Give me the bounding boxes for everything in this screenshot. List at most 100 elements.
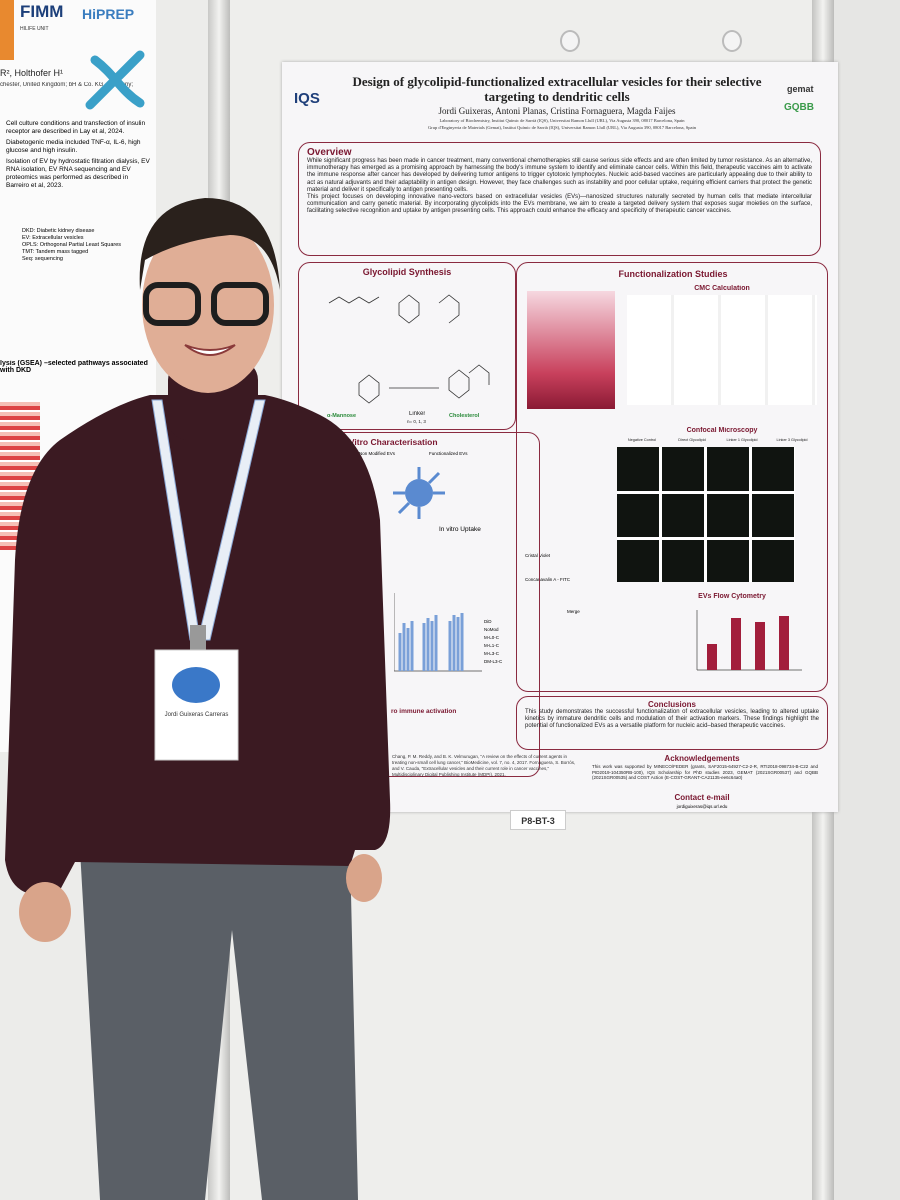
overview-box: Overview While significant progress has … xyxy=(298,142,821,256)
bar-shape xyxy=(731,618,741,670)
section-heading: Overview xyxy=(307,147,352,158)
column-label: Direct Glycolipid xyxy=(678,438,706,442)
pin xyxy=(722,30,742,52)
bar-shape xyxy=(707,644,717,670)
subheading: In vitro Uptake xyxy=(439,526,481,533)
logo: FIMM xyxy=(20,2,64,21)
paragraph: This work was supported by MINECO/FEDER … xyxy=(592,764,818,780)
section-heading: Functionalization Studies xyxy=(618,269,728,279)
logo: GQBB xyxy=(784,102,814,113)
bullets: Cell culture conditions and transfection… xyxy=(6,120,151,190)
bar-shape xyxy=(755,622,765,670)
clip xyxy=(190,625,206,653)
column-label: Linker 3 Glycolipid xyxy=(776,438,808,442)
legend-entry: NoMod xyxy=(484,627,499,632)
legend: DiD NoMod M-L0-C M-L1-C M-L3-C DM-L3-C xyxy=(484,618,502,666)
label: Merge xyxy=(567,609,580,614)
legend-entry: M-L0-C xyxy=(484,635,500,640)
subheading: EVs Flow Cytometry xyxy=(698,593,766,600)
poster: IQS gemat GQBB Design of glycolipid-func… xyxy=(282,62,838,812)
paragraph: This study demonstrates the successful f… xyxy=(525,709,819,730)
column-label: Linker 1 Glycolipid xyxy=(726,438,758,442)
affiliation: Laboratory of Biochemistry, Institut Quí… xyxy=(439,118,685,123)
logo: gemat xyxy=(787,84,814,94)
logo-sub: HILIFE UNIT xyxy=(20,26,49,32)
paragraph: This project focuses on developing innov… xyxy=(307,194,812,215)
hand xyxy=(346,854,382,902)
label: Cholesterol xyxy=(449,413,480,419)
flow-chart xyxy=(696,610,802,671)
subheading: Confocal Microscopy xyxy=(686,427,758,434)
badge xyxy=(154,649,239,761)
legend-entry: M-L1-C xyxy=(484,643,500,648)
trousers xyxy=(80,850,358,1200)
label: Cristal Violet xyxy=(525,553,551,558)
logo-block xyxy=(0,0,14,60)
bar-shapes xyxy=(398,613,464,671)
authors: Jordi Guixeras, Antoni Planas, Cristina … xyxy=(438,106,676,116)
cmc-plots xyxy=(627,295,817,405)
bullet: Diabetogenic media included TNF-α, IL-6,… xyxy=(6,139,141,154)
affiliation: Grup d'Enginyeria de Materials (Gemat), … xyxy=(428,125,696,130)
label: n= 0, 1, 3 xyxy=(407,419,426,424)
legend-entry: DiD xyxy=(484,619,492,624)
dendrites xyxy=(393,467,445,519)
dna-icon xyxy=(85,50,145,110)
glasses xyxy=(211,282,269,326)
label: Concanavalin A - FITC xyxy=(525,577,571,582)
grid-gap xyxy=(617,491,795,494)
face xyxy=(142,217,274,393)
paragraph: While significant progress has been made… xyxy=(307,158,812,193)
email: jordiguixeras@iqs.url.edu xyxy=(676,804,728,809)
pin xyxy=(560,30,580,52)
abbrev: Seq: sequencing xyxy=(22,256,63,262)
affiliation: chester, United Kingdom; bH & Co. KG, Ge… xyxy=(0,82,134,88)
bullet: Cell culture conditions and transfection… xyxy=(6,120,146,135)
abbrev: DKD: Diabetic kidney disease xyxy=(22,228,95,234)
section-heading: lysis (GSEA) –selected pathways associat… xyxy=(0,360,148,374)
structures xyxy=(328,294,490,404)
abbreviations: DKD: Diabetic kidney disease EV: Extrace… xyxy=(22,228,152,263)
characterisation-box: In Vitro Characterisation Non Modified E… xyxy=(298,432,540,777)
abbrev: OPLS: Orthogonal Partial Least Squares xyxy=(22,242,122,248)
section-heading: Conclusions xyxy=(647,700,696,709)
abbrev: TMT: Tandem mass tagged xyxy=(22,249,89,255)
authors: R², Holthofer H¹ xyxy=(0,68,64,78)
subheading: CMC Calculation xyxy=(694,285,750,292)
cmc-graphic xyxy=(527,291,615,409)
poster-title: Design of glycolipid-functionalized extr… xyxy=(352,74,762,104)
legend-entry: DM-L3-C xyxy=(484,659,503,664)
label: Non Modified EVs xyxy=(359,451,396,456)
uptake-chart xyxy=(394,593,482,672)
section-heading: In Vitro Characterisation xyxy=(339,437,438,447)
hand xyxy=(19,882,71,942)
badge-name: Jordi Guixeras Carreras xyxy=(164,712,229,718)
label: Linker xyxy=(409,411,426,417)
legend-entry: M-L3-C xyxy=(484,651,500,656)
section-heading: Acknowledgements xyxy=(664,754,740,763)
glasses xyxy=(143,282,201,326)
badge-logo xyxy=(172,667,220,703)
grid-gap xyxy=(617,537,795,540)
synthesis-box: Glycolipid Synthesis α-Mannose Linker n=… xyxy=(298,262,516,430)
section-heading: Contact e-mail xyxy=(674,793,730,802)
hair xyxy=(139,198,280,290)
label: Functionalized EVs xyxy=(429,451,468,456)
molecule xyxy=(328,294,490,404)
cell xyxy=(405,479,433,507)
right-board xyxy=(834,0,900,1200)
confocal-grid xyxy=(617,447,795,582)
conclusions-box: Conclusions This study demonstrates the … xyxy=(516,696,828,750)
cell-icon xyxy=(393,467,445,519)
logo: IQS xyxy=(294,90,320,107)
dna-shape xyxy=(85,50,145,110)
board-label: P8-BT-3 xyxy=(510,810,566,830)
section-heading: Glycolipid Synthesis xyxy=(362,267,452,277)
subheading: ro immune activation xyxy=(391,708,457,715)
functionalization-box: Functionalization Studies CMC Calculatio… xyxy=(516,262,828,692)
logo: HiPREP xyxy=(82,6,135,22)
bullet: Isolation of EV by hydrostatic filtratio… xyxy=(6,158,150,189)
